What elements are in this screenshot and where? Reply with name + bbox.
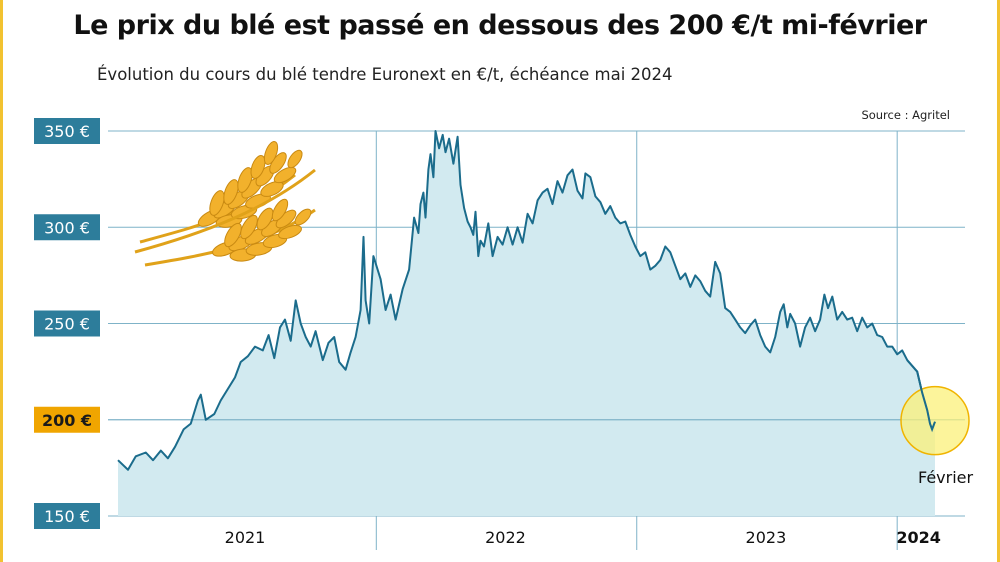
- xtick-label-2023: 2023: [746, 528, 787, 547]
- ytick-box-200: [34, 406, 100, 433]
- ytick-label-250: 250 €: [44, 315, 90, 334]
- february-highlight-circle: [900, 385, 970, 456]
- ytick-box-250: [34, 310, 100, 337]
- ytick-label-350: 350 €: [44, 122, 90, 141]
- line-layer: [117, 130, 936, 471]
- ytick-box-150: [34, 503, 100, 529]
- ytick-label-300: 300 €: [44, 218, 90, 237]
- ytick-layer: 350 € 300 € 250 € 200 € 150 €: [34, 118, 100, 529]
- xtick-label-2021: 2021: [225, 528, 266, 547]
- circle-layer: [900, 359, 970, 456]
- left-frame-border: [0, 0, 3, 562]
- right-frame-border: [997, 0, 1000, 562]
- chart-title: Le prix du blé est passé en dessous des …: [73, 10, 927, 41]
- fevrier-annotation: Février: [918, 468, 974, 487]
- xtick-label-2022: 2022: [485, 528, 526, 547]
- ytick-label-200: 200 €: [42, 411, 92, 430]
- chart-subtitle: Évolution du cours du blé tendre Euronex…: [97, 65, 673, 84]
- ytick-box-300: [34, 214, 100, 241]
- price-line: [117, 130, 936, 471]
- source-note: Source : Agritel: [861, 108, 950, 122]
- wheat-ears-icon: [134, 141, 316, 267]
- ytick-label-150: 150 €: [44, 507, 90, 526]
- xtick-layer: 2021 2022 2023 2024: [225, 528, 941, 547]
- price-line-tail: [906, 359, 936, 433]
- xtick-label-2024: 2024: [896, 528, 941, 547]
- ytick-box-350: [34, 118, 100, 144]
